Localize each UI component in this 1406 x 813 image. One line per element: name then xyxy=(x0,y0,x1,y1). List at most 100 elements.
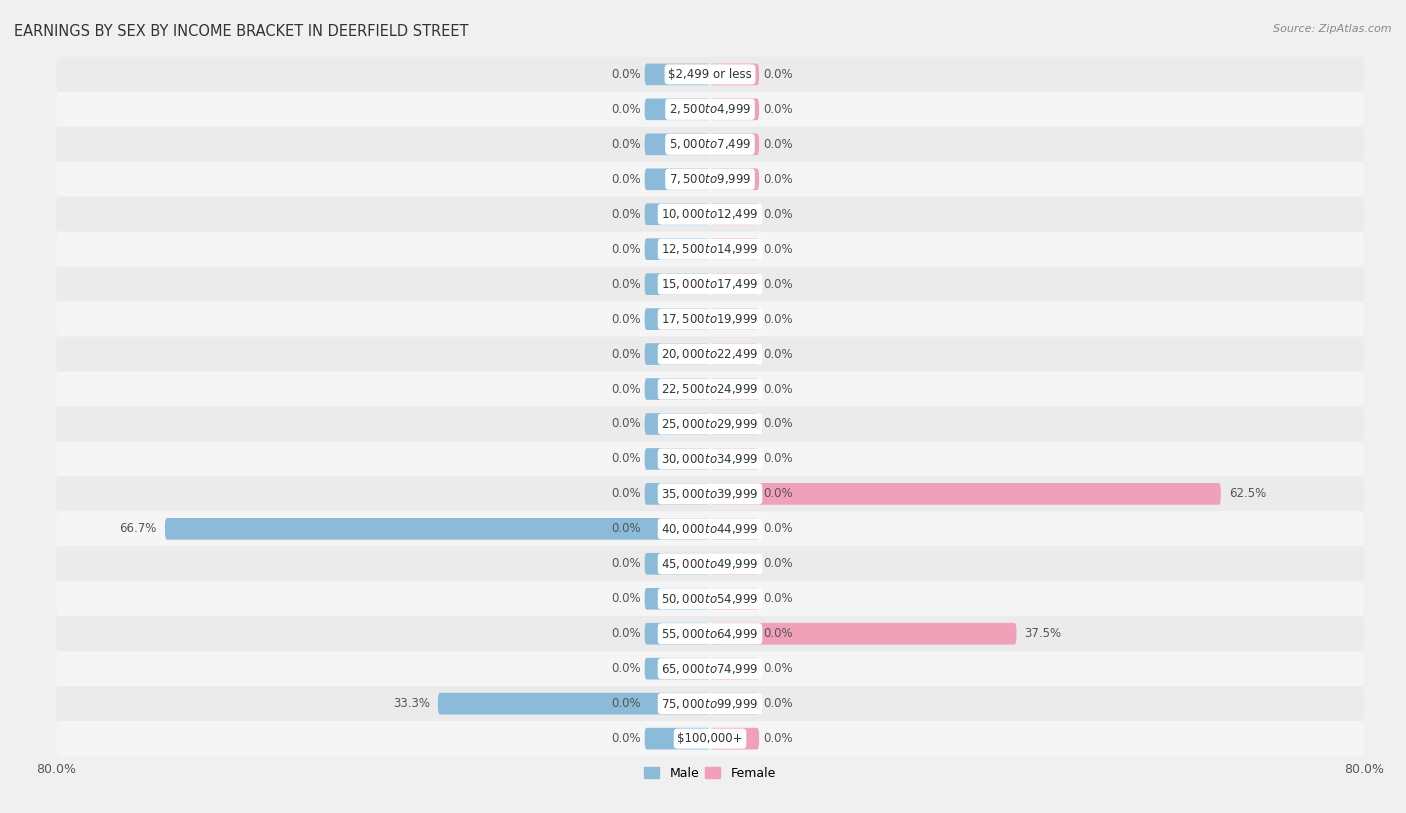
Text: 0.0%: 0.0% xyxy=(763,733,793,745)
FancyBboxPatch shape xyxy=(644,98,710,120)
Text: 0.0%: 0.0% xyxy=(763,138,793,150)
FancyBboxPatch shape xyxy=(710,98,759,120)
FancyBboxPatch shape xyxy=(56,686,1364,721)
Text: $35,000 to $39,999: $35,000 to $39,999 xyxy=(661,487,759,501)
Text: EARNINGS BY SEX BY INCOME BRACKET IN DEERFIELD STREET: EARNINGS BY SEX BY INCOME BRACKET IN DEE… xyxy=(14,24,468,39)
Text: $5,000 to $7,499: $5,000 to $7,499 xyxy=(669,137,751,151)
FancyBboxPatch shape xyxy=(710,343,759,365)
Text: 0.0%: 0.0% xyxy=(612,698,641,710)
FancyBboxPatch shape xyxy=(644,238,710,260)
FancyBboxPatch shape xyxy=(644,273,710,295)
Text: 0.0%: 0.0% xyxy=(612,733,641,745)
Text: $100,000+: $100,000+ xyxy=(678,733,742,745)
Text: 0.0%: 0.0% xyxy=(612,593,641,605)
FancyBboxPatch shape xyxy=(56,511,1364,546)
FancyBboxPatch shape xyxy=(56,616,1364,651)
FancyBboxPatch shape xyxy=(56,406,1364,441)
Text: 66.7%: 66.7% xyxy=(120,523,156,535)
Text: 0.0%: 0.0% xyxy=(763,418,793,430)
Text: 0.0%: 0.0% xyxy=(763,628,793,640)
FancyBboxPatch shape xyxy=(56,92,1364,127)
Text: 0.0%: 0.0% xyxy=(612,348,641,360)
Text: 0.0%: 0.0% xyxy=(763,593,793,605)
FancyBboxPatch shape xyxy=(56,197,1364,232)
Text: 0.0%: 0.0% xyxy=(612,558,641,570)
FancyBboxPatch shape xyxy=(56,302,1364,337)
FancyBboxPatch shape xyxy=(56,267,1364,302)
Text: $75,000 to $99,999: $75,000 to $99,999 xyxy=(661,697,759,711)
Text: 0.0%: 0.0% xyxy=(612,628,641,640)
FancyBboxPatch shape xyxy=(710,378,759,400)
Text: 0.0%: 0.0% xyxy=(763,663,793,675)
Text: Source: ZipAtlas.com: Source: ZipAtlas.com xyxy=(1274,24,1392,34)
FancyBboxPatch shape xyxy=(644,658,710,680)
FancyBboxPatch shape xyxy=(710,133,759,155)
Text: 0.0%: 0.0% xyxy=(763,173,793,185)
Text: 0.0%: 0.0% xyxy=(612,173,641,185)
Text: $10,000 to $12,499: $10,000 to $12,499 xyxy=(661,207,759,221)
Text: $7,500 to $9,999: $7,500 to $9,999 xyxy=(669,172,751,186)
FancyBboxPatch shape xyxy=(710,483,1220,505)
FancyBboxPatch shape xyxy=(644,588,710,610)
FancyBboxPatch shape xyxy=(644,203,710,225)
FancyBboxPatch shape xyxy=(56,372,1364,406)
FancyBboxPatch shape xyxy=(644,448,710,470)
Text: 0.0%: 0.0% xyxy=(763,348,793,360)
Text: 0.0%: 0.0% xyxy=(763,103,793,115)
Text: 0.0%: 0.0% xyxy=(612,278,641,290)
Text: 0.0%: 0.0% xyxy=(612,488,641,500)
Text: $2,499 or less: $2,499 or less xyxy=(668,68,752,80)
FancyBboxPatch shape xyxy=(56,57,1364,92)
Text: 0.0%: 0.0% xyxy=(612,208,641,220)
FancyBboxPatch shape xyxy=(710,413,759,435)
Text: 0.0%: 0.0% xyxy=(763,383,793,395)
FancyBboxPatch shape xyxy=(644,553,710,575)
FancyBboxPatch shape xyxy=(56,546,1364,581)
FancyBboxPatch shape xyxy=(710,553,759,575)
Text: 0.0%: 0.0% xyxy=(612,523,641,535)
Text: 62.5%: 62.5% xyxy=(1229,488,1267,500)
FancyBboxPatch shape xyxy=(56,581,1364,616)
FancyBboxPatch shape xyxy=(644,483,710,505)
Text: 33.3%: 33.3% xyxy=(392,698,430,710)
FancyBboxPatch shape xyxy=(710,308,759,330)
Text: $50,000 to $54,999: $50,000 to $54,999 xyxy=(661,592,759,606)
FancyBboxPatch shape xyxy=(644,168,710,190)
FancyBboxPatch shape xyxy=(56,337,1364,372)
Text: $40,000 to $44,999: $40,000 to $44,999 xyxy=(661,522,759,536)
FancyBboxPatch shape xyxy=(56,721,1364,756)
FancyBboxPatch shape xyxy=(56,651,1364,686)
FancyBboxPatch shape xyxy=(644,343,710,365)
Text: $55,000 to $64,999: $55,000 to $64,999 xyxy=(661,627,759,641)
Text: 37.5%: 37.5% xyxy=(1025,628,1062,640)
Text: 0.0%: 0.0% xyxy=(763,68,793,80)
FancyBboxPatch shape xyxy=(710,168,759,190)
Text: 0.0%: 0.0% xyxy=(763,278,793,290)
FancyBboxPatch shape xyxy=(710,728,759,750)
FancyBboxPatch shape xyxy=(644,133,710,155)
Text: 0.0%: 0.0% xyxy=(763,208,793,220)
Text: $45,000 to $49,999: $45,000 to $49,999 xyxy=(661,557,759,571)
Text: $20,000 to $22,499: $20,000 to $22,499 xyxy=(661,347,759,361)
Text: 0.0%: 0.0% xyxy=(763,558,793,570)
FancyBboxPatch shape xyxy=(56,127,1364,162)
FancyBboxPatch shape xyxy=(710,588,759,610)
FancyBboxPatch shape xyxy=(710,693,759,715)
Text: 0.0%: 0.0% xyxy=(763,523,793,535)
Text: 0.0%: 0.0% xyxy=(612,383,641,395)
Text: $65,000 to $74,999: $65,000 to $74,999 xyxy=(661,662,759,676)
Text: 0.0%: 0.0% xyxy=(612,453,641,465)
Text: 0.0%: 0.0% xyxy=(612,138,641,150)
FancyBboxPatch shape xyxy=(644,728,710,750)
FancyBboxPatch shape xyxy=(710,658,759,680)
FancyBboxPatch shape xyxy=(56,162,1364,197)
Text: $12,500 to $14,999: $12,500 to $14,999 xyxy=(661,242,759,256)
Text: $22,500 to $24,999: $22,500 to $24,999 xyxy=(661,382,759,396)
FancyBboxPatch shape xyxy=(56,232,1364,267)
Text: 0.0%: 0.0% xyxy=(763,313,793,325)
Text: 0.0%: 0.0% xyxy=(763,453,793,465)
Text: $30,000 to $34,999: $30,000 to $34,999 xyxy=(661,452,759,466)
FancyBboxPatch shape xyxy=(710,273,759,295)
Text: $15,000 to $17,499: $15,000 to $17,499 xyxy=(661,277,759,291)
FancyBboxPatch shape xyxy=(56,441,1364,476)
